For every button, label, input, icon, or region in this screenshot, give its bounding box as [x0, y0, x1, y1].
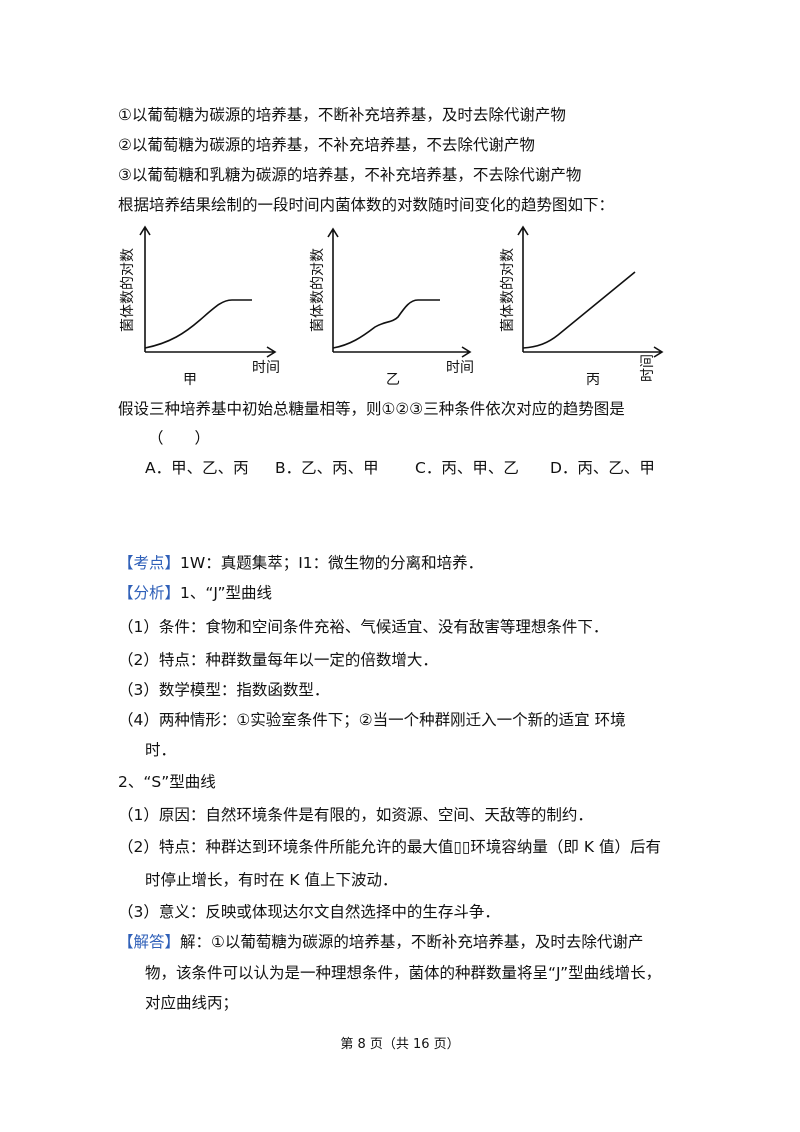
analysis-line: 时． — [145, 740, 176, 760]
graph: 菌体数的对数 时间 丙 — [500, 225, 664, 388]
option: D．丙、乙、甲 — [550, 459, 655, 477]
analysis-text: 物，该条件可以认为是一种理想条件，菌体的种群数量将呈“J”型曲线增长， — [145, 964, 662, 982]
intro-line: ②以葡萄糖为碳源的培养基，不补充培养基，不去除代谢产物 — [118, 136, 535, 154]
analysis-text: 解：①以葡萄糖为碳源的培养基，不断补充培养基，及时去除代谢产 — [180, 933, 644, 951]
analysis-text: 时停止增长，有时在 K 值上下波动． — [145, 871, 398, 889]
graph: 菌体数的对数 时间 甲 — [120, 225, 280, 388]
analysis-text: （3）意义：反映或体现达尔文自然选择中的生存斗争． — [118, 903, 500, 921]
analysis-text: （2）特点：种群数量每年以一定的倍数增大． — [118, 651, 438, 669]
intro-line: 根据培养结果绘制的一段时间内菌体数的对数随时间变化的趋势图如下： — [118, 196, 615, 214]
axes — [517, 225, 664, 358]
curve — [332, 299, 440, 349]
analysis-line: 对应曲线丙； — [145, 993, 238, 1013]
curve — [144, 299, 252, 349]
curve — [522, 271, 636, 349]
analysis-line: （3）数学模型：指数函数型． — [118, 680, 329, 700]
analysis-text: （1）条件：食物和空间条件充裕、气候适宜、没有敌害等理想条件下． — [118, 618, 609, 636]
analysis-text: 2、“S”型曲线 — [118, 773, 216, 791]
analysis-text: 对应曲线丙； — [145, 994, 239, 1012]
analysis-line: （2）特点：种群达到环境条件所能允许的最大值▯▯环境容纳量（即 K 值）后有 — [118, 837, 661, 857]
x-label: 时间 — [640, 354, 656, 382]
analysis-line: 时停止增长，有时在 K 值上下波动． — [145, 870, 398, 890]
graphs: 菌体数的对数 时间 甲 菌体数的对数 时间 乙 菌体数的对数 时间 丙 — [120, 225, 664, 388]
caption: 甲 — [183, 372, 197, 388]
caption: 丙 — [586, 372, 600, 388]
x-label: 时间 — [252, 360, 280, 376]
intro-line: ①以葡萄糖为碳源的培养基，不断补充培养基，及时去除代谢产物 — [118, 106, 566, 124]
analysis-text: （1）原因：自然环境条件是有限的，如资源、空间、天敌等的制约． — [118, 806, 593, 824]
option: B．乙、丙、甲 — [275, 459, 379, 477]
footer: 第 8 页（共 16 页） — [340, 1037, 460, 1052]
caption: 乙 — [386, 372, 400, 388]
analysis-line: 物，该条件可以认为是一种理想条件，菌体的种群数量将呈“J”型曲线增长， — [145, 963, 661, 983]
analysis-text: 1、“J”型曲线 — [180, 584, 273, 602]
axes — [139, 225, 277, 358]
y-label: 菌体数的对数 — [310, 248, 326, 332]
analysis-text: 时． — [145, 741, 177, 759]
graph: 菌体数的对数 时间 乙 — [310, 227, 474, 388]
analysis-text: （2）特点：种群达到环境条件所能允许的最大值▯▯环境容纳量（即 K 值）后有 — [118, 838, 661, 856]
option: A．甲、乙、丙 — [145, 459, 249, 477]
blank: （ ） — [148, 429, 211, 447]
section-tag: 【考点】 — [118, 554, 181, 572]
analysis-text: （4）两种情形：①实验室条件下；②当一个种群刚迁入一个新的适宜 环境 — [118, 711, 626, 729]
analysis-text: 1W：真题集萃；I1：微生物的分离和培养． — [180, 554, 484, 572]
y-label: 菌体数的对数 — [500, 248, 516, 332]
x-label: 时间 — [446, 360, 474, 376]
section-tag: 【分析】 — [118, 584, 181, 602]
section-tag: 【解答】 — [118, 933, 181, 951]
analysis-line: （1）条件：食物和空间条件充裕、气候适宜、没有敌害等理想条件下． — [118, 617, 608, 637]
analysis-line: 【考点】1W：真题集萃；I1：微生物的分离和培养． — [118, 553, 483, 573]
analysis-line: 【分析】1、“J”型曲线 — [118, 583, 272, 603]
analysis-text: （3）数学模型：指数函数型． — [118, 681, 330, 699]
axes — [327, 227, 472, 358]
intro-line: ③以葡萄糖和乳糖为碳源的培养基，不补充培养基，不去除代谢产物 — [118, 166, 582, 184]
analysis-line: （4）两种情形：①实验室条件下；②当一个种群刚迁入一个新的适宜 环境 — [118, 710, 626, 730]
analysis-line: （2）特点：种群数量每年以一定的倍数增大． — [118, 650, 438, 670]
y-label: 菌体数的对数 — [120, 248, 136, 332]
analysis-line: （3）意义：反映或体现达尔文自然选择中的生存斗争． — [118, 902, 500, 922]
option: C．丙、甲、乙 — [415, 459, 519, 477]
analysis-line: （1）原因：自然环境条件是有限的，如资源、空间、天敌等的制约． — [118, 805, 593, 825]
analysis-line: 2、“S”型曲线 — [118, 772, 216, 792]
analysis-line: 【解答】解：①以葡萄糖为碳源的培养基，不断补充培养基，及时去除代谢产 — [118, 932, 643, 952]
question: 假设三种培养基中初始总糖量相等，则①②③三种条件依次对应的趋势图是 — [118, 400, 625, 418]
